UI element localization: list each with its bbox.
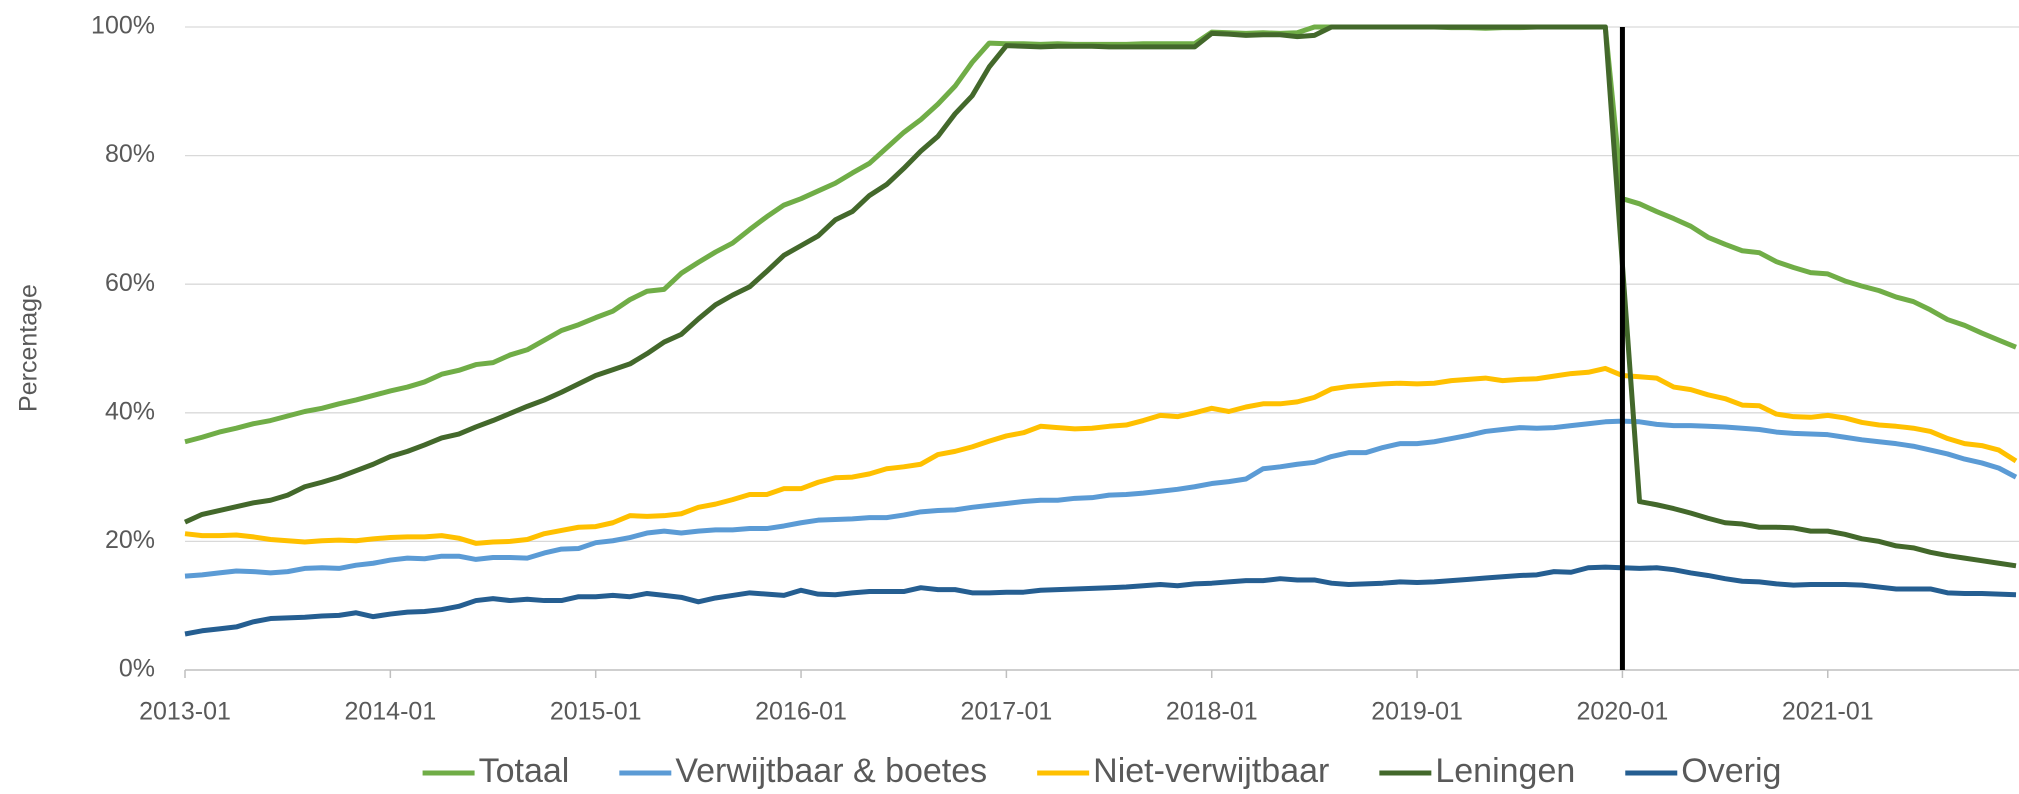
y-axis-label: Percentage — [15, 284, 43, 412]
legend-label: Overig — [1681, 752, 1781, 790]
x-tick-label: 2014-01 — [344, 698, 436, 726]
x-tick-label: 2020-01 — [1577, 698, 1669, 726]
legend-item: Overig — [1625, 752, 1781, 790]
legend-label: Verwijtbaar & boetes — [675, 752, 987, 790]
legend-item: Verwijtbaar & boetes — [619, 752, 987, 790]
y-tick-label: 100% — [91, 12, 155, 40]
legend-item: Niet-verwijtbaar — [1037, 752, 1329, 790]
legend-item: Leningen — [1379, 752, 1575, 790]
x-tick-label: 2017-01 — [961, 698, 1053, 726]
y-tick-label: 60% — [105, 269, 155, 297]
x-tick-label: 2015-01 — [550, 698, 642, 726]
x-tick-label: 2021-01 — [1782, 698, 1874, 726]
y-tick-label: 20% — [105, 526, 155, 554]
legend: Totaal Verwijtbaar & boetes Niet-verwijtba… — [422, 752, 1781, 790]
series-line — [183, 24, 2017, 569]
series-line — [184, 365, 2018, 546]
legend-label: Leningen — [1435, 752, 1575, 790]
legend-item: Totaal — [422, 752, 570, 790]
series-line — [184, 564, 2017, 637]
x-tick-label: 2013-01 — [139, 698, 231, 726]
y-tick-label: 80% — [105, 140, 155, 168]
series-line — [184, 418, 2018, 579]
y-tick-label: 0% — [119, 655, 155, 683]
x-tick-label: 2018-01 — [1166, 698, 1258, 726]
legend-label: Totaal — [479, 752, 570, 790]
legend-label: Niet-verwijtbaar — [1093, 752, 1329, 790]
x-tick-label: 2016-01 — [755, 698, 847, 726]
series-line — [184, 24, 2017, 445]
y-tick-label: 40% — [105, 397, 155, 425]
x-tick-label: 2019-01 — [1371, 698, 1463, 726]
